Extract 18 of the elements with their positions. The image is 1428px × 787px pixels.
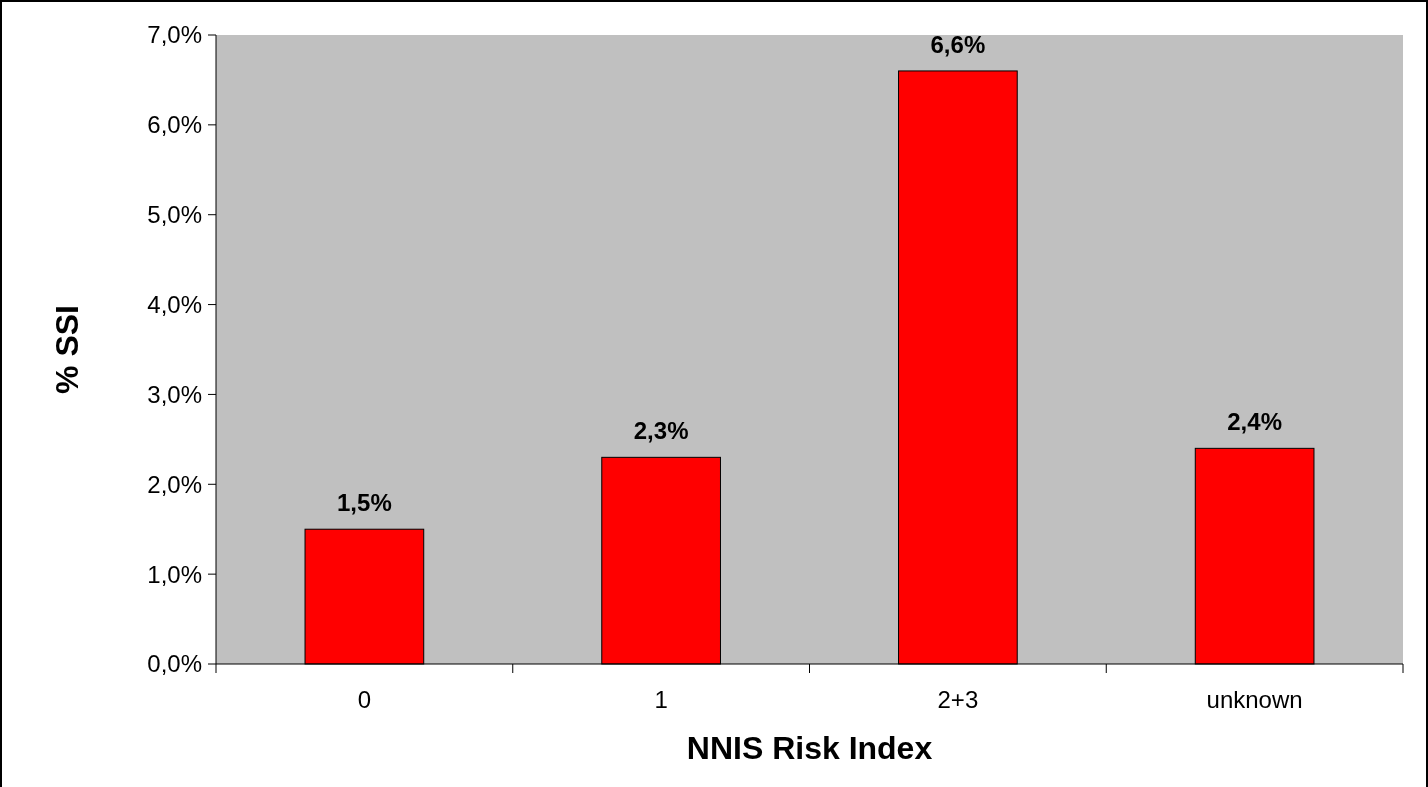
y-tick-label: 6,0% [147,111,202,139]
y-tick-label: 7,0% [147,21,202,49]
x-tick-label: 0 [357,686,372,713]
data-label: 6,6% [930,30,986,58]
y-tick-label: 0,0% [147,650,202,678]
x-tick-label: 2+3 [937,686,979,713]
data-label: 2,4% [1227,408,1282,436]
x-axis-title: NNIS Risk Index [686,730,933,766]
y-tick-label: 1,0% [147,560,202,588]
y-tick-label: 5,0% [147,201,202,229]
data-label: 1,5% [337,489,392,517]
y-tick-label: 2,0% [147,470,202,498]
y-tick-label: 3,0% [147,380,202,408]
data-label: 2,3% [633,417,689,445]
x-tick-label: 1 [654,686,668,713]
y-axis-title: % SSI [49,305,85,394]
x-tick-label: unknown [1206,686,1303,713]
y-tick-label: 4,0% [147,290,202,318]
